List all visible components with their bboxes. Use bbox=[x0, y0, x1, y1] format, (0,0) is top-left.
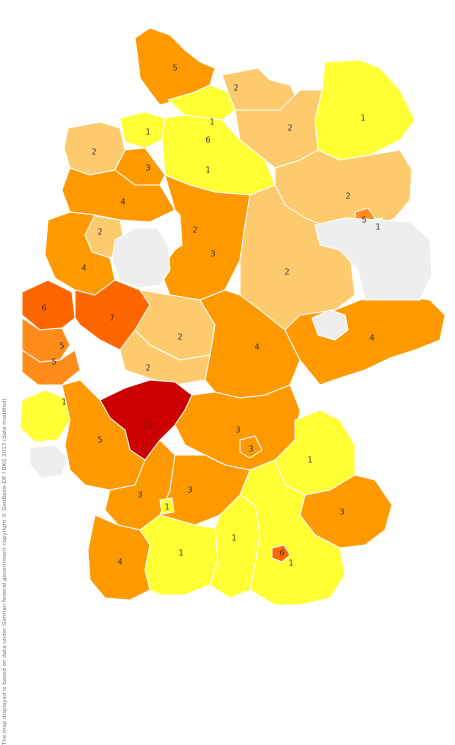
region-eifel[interactable] bbox=[19, 389, 71, 443]
region-brandenburg-north[interactable] bbox=[234, 89, 323, 169]
region-koeln-b[interactable] bbox=[21, 349, 81, 386]
label-harz: 3 bbox=[210, 250, 215, 259]
region-no-data-west[interactable] bbox=[111, 227, 171, 289]
label-hamburg-city: 6 bbox=[205, 136, 210, 145]
label-sachsen: 4 bbox=[369, 334, 374, 343]
label-oberpfalz: 1 bbox=[307, 456, 312, 465]
label-pfalz: 5 bbox=[97, 436, 102, 445]
label-nordhessen: 2 bbox=[177, 333, 182, 342]
region-no-data-east[interactable] bbox=[314, 217, 433, 301]
region-oberbayern[interactable] bbox=[239, 459, 346, 606]
region-bodensee[interactable] bbox=[139, 514, 219, 596]
region-nuernberg[interactable] bbox=[239, 435, 263, 459]
label-wuerttemberg: 3 bbox=[187, 486, 192, 495]
label-brandenburg-north: 2 bbox=[287, 124, 292, 133]
region-ruhr[interactable] bbox=[44, 211, 116, 296]
label-hannover-south: 2 bbox=[192, 226, 197, 235]
region-muenchen[interactable] bbox=[271, 544, 291, 563]
label-west-lower-saxony: 2 bbox=[91, 148, 96, 157]
region-no-data-saar[interactable] bbox=[29, 444, 69, 479]
label-osnabrueck: 2 bbox=[97, 228, 102, 237]
label-mittelhessen: 2 bbox=[145, 364, 150, 373]
label-stuttgart-small: 1 bbox=[164, 503, 169, 512]
label-schleswig-holstein: 5 bbox=[172, 64, 177, 73]
germany-map: 5 1 6 1 2 1 3 2 1 2 2 5 1 4 2 2 3 2 4 6 … bbox=[19, 27, 446, 606]
region-stuttgart-small[interactable] bbox=[159, 497, 175, 515]
region-muensterland[interactable] bbox=[61, 167, 176, 223]
label-bodensee: 1 bbox=[178, 549, 183, 558]
label-berlin-brandenburg: 2 bbox=[345, 192, 350, 201]
label-hamburg-area: 1 bbox=[209, 118, 214, 127]
label-suedbaden: 4 bbox=[117, 558, 122, 567]
label-nuernberg: 3 bbox=[248, 445, 253, 454]
region-bremen-region[interactable] bbox=[119, 111, 166, 149]
label-niederbayern: 3 bbox=[339, 508, 344, 517]
label-mecklenburg-east: 1 bbox=[360, 114, 365, 123]
label-franken: 3 bbox=[235, 426, 240, 435]
region-harz[interactable] bbox=[159, 174, 251, 301]
label-schwaben: 1 bbox=[231, 534, 236, 543]
label-muenchen: 6 bbox=[279, 549, 284, 558]
label-sauerland: 7 bbox=[109, 314, 114, 323]
region-duesseldorf[interactable] bbox=[21, 279, 76, 331]
label-oldenburg: 3 bbox=[145, 164, 150, 173]
label-eifel: 1 bbox=[61, 398, 66, 407]
label-muensterland: 4 bbox=[120, 198, 125, 207]
label-berlin: 5 bbox=[361, 216, 366, 225]
region-mecklenburg-east[interactable] bbox=[314, 59, 416, 161]
label-thueringen: 4 bbox=[254, 343, 259, 352]
label-frankfurt: 14 bbox=[143, 422, 153, 431]
region-no-data-saxony[interactable] bbox=[311, 309, 349, 341]
label-oberbayern: 1 bbox=[288, 559, 293, 568]
label-lower-saxony-central: 1 bbox=[205, 166, 210, 175]
label-ruhr: 4 bbox=[81, 264, 86, 273]
label-koeln-b: 5 bbox=[51, 358, 56, 367]
label-mecklenburg-west: 2 bbox=[233, 84, 238, 93]
label-bremen-region: 1 bbox=[145, 128, 150, 137]
label-duesseldorf: 6 bbox=[41, 304, 46, 313]
label-koeln-a: 5 bbox=[59, 342, 64, 351]
label-sachsen-anhalt: 2 bbox=[284, 268, 289, 277]
label-berlin-east: 1 bbox=[375, 223, 380, 232]
label-nordbaden: 3 bbox=[137, 491, 142, 500]
copyright-notice: The map displayed is based on data under… bbox=[2, 398, 8, 745]
